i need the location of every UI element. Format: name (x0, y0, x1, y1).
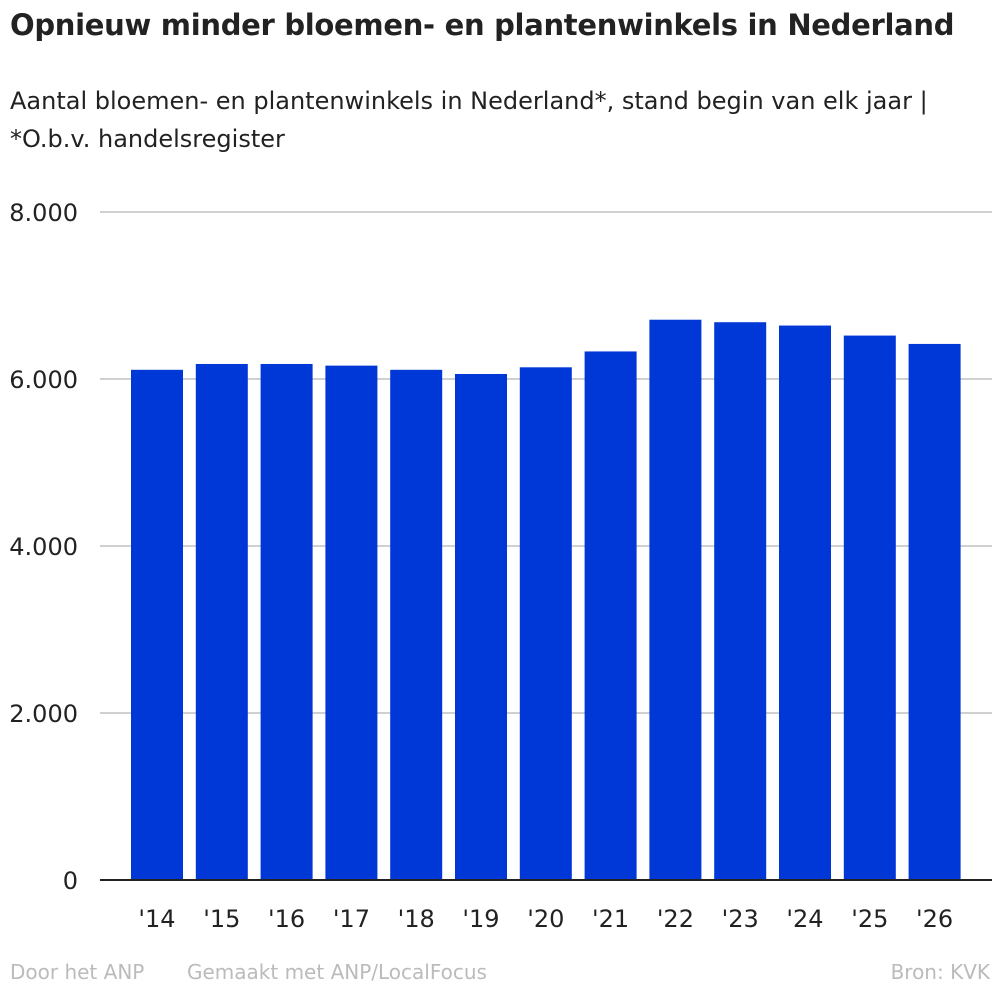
y-tick-label: 4.000 (9, 533, 78, 561)
bar (260, 363, 313, 881)
x-tick-label: '19 (462, 905, 499, 933)
x-tick-label: '16 (268, 905, 305, 933)
x-tick-label: '25 (851, 905, 888, 933)
bar (195, 363, 248, 881)
y-tick-label: 0 (63, 867, 78, 895)
y-tick-label: 8.000 (9, 199, 78, 227)
x-tick-label: '17 (333, 905, 370, 933)
x-tick-label: '18 (398, 905, 435, 933)
x-tick-label: '20 (527, 905, 564, 933)
chart-subtitle: Aantal bloemen- en plantenwinkels in Ned… (10, 87, 928, 153)
bar (455, 373, 507, 880)
footer-source: Bron: KVK (890, 960, 990, 984)
x-tick-label: '21 (592, 905, 629, 933)
footer-made-with: Gemaakt met ANP/LocalFocus (187, 960, 487, 984)
bar (714, 322, 767, 881)
bar (584, 351, 637, 880)
bar (519, 367, 572, 880)
bar (390, 369, 443, 880)
x-tick-label: '22 (657, 905, 694, 933)
x-tick-label: '15 (203, 905, 240, 933)
bar (325, 365, 378, 880)
x-tick-label: '26 (916, 905, 953, 933)
x-tick-label: '23 (722, 905, 759, 933)
bar (843, 335, 896, 881)
chart-title: Opnieuw minder bloemen- en plantenwinkel… (10, 8, 955, 42)
x-tick-label: '24 (786, 905, 823, 933)
bar (131, 369, 183, 880)
bar (779, 325, 831, 880)
footer-by: Door het ANP (10, 960, 145, 984)
x-tick-label: '14 (138, 905, 175, 933)
y-tick-label: 2.000 (9, 700, 78, 728)
y-tick-label: 6.000 (9, 366, 78, 394)
bar (908, 343, 961, 880)
bar (649, 319, 702, 881)
